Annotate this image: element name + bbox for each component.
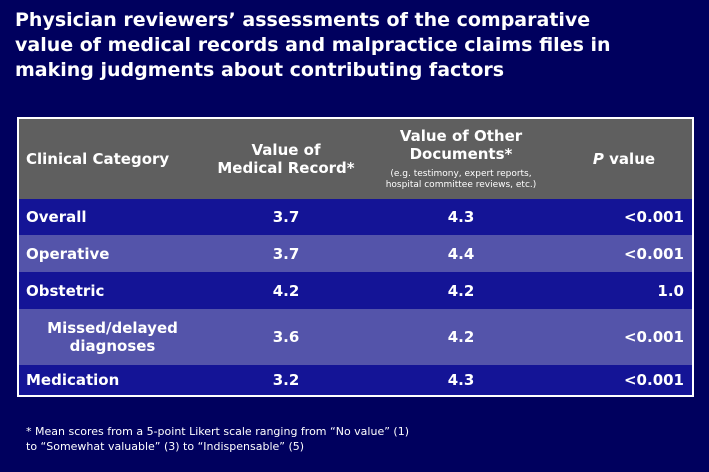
header-text: Clinical Category [26, 150, 170, 168]
value-cell: 3.2 [206, 365, 366, 396]
table-row: Medication 3.2 4.3 <0.001 [18, 365, 693, 396]
category-text: Missed/delayed [47, 319, 178, 337]
title: Physician reviewers’ assessments of the … [15, 8, 611, 83]
table: Clinical Category Value of Medical Record… [17, 117, 694, 397]
category-cell: Medication [18, 365, 206, 396]
value-cell: 3.7 [206, 199, 366, 235]
title-line: making judgments about contributing fact… [15, 59, 505, 81]
value-text: 3.6 [272, 328, 300, 346]
value-cell: <0.001 [556, 199, 693, 235]
category-text: Medication [26, 371, 120, 389]
category-cell: Missed/delayed diagnoses [18, 309, 206, 365]
value-text: 4.3 [447, 208, 475, 226]
value-text: <0.001 [623, 244, 684, 263]
category-text: Obstetric [26, 281, 105, 300]
footnote: * Mean scores from a 5-point Likert scal… [26, 424, 409, 454]
value-cell: 4.3 [366, 365, 556, 396]
value-text: 4.2 [447, 328, 475, 346]
header-text: P [592, 150, 604, 168]
category-text: Overall [26, 208, 87, 226]
header-text: Documents* [409, 145, 513, 163]
table-row: Overall 3.7 4.3 <0.001 [18, 199, 693, 235]
header-cell: Clinical Category [18, 118, 206, 199]
header-cell: P value [556, 118, 693, 199]
value-cell: 1.0 [556, 272, 693, 309]
header-text: Medical Record* [217, 159, 355, 177]
table-row: Operative 3.7 4.4 <0.001 [18, 235, 693, 272]
value-cell: 4.3 [366, 199, 556, 235]
note-line: hospital committee reviews, etc.) [385, 180, 537, 190]
value-text: 3.7 [272, 208, 300, 226]
value-cell: 3.6 [206, 309, 366, 365]
title-line: Physician reviewers’ assessments of the … [15, 9, 591, 31]
value-cell: 4.2 [366, 272, 556, 309]
value-text: 4.2 [447, 281, 475, 300]
value-text: <0.001 [623, 328, 684, 346]
title-line: value of medical records and malpractice… [15, 34, 611, 56]
category-cell: Obstetric [18, 272, 206, 309]
value-text: <0.001 [623, 371, 684, 389]
header-cell: Value of Medical Record* [206, 118, 366, 199]
value-text: 4.2 [272, 281, 300, 300]
value-cell: 4.4 [366, 235, 556, 272]
value-text: 3.7 [272, 244, 300, 263]
value-text: <0.001 [623, 208, 684, 226]
value-cell: 4.2 [366, 309, 556, 365]
value-text: 4.4 [447, 244, 475, 263]
header-text: Value of Other [399, 127, 523, 145]
category-text: Operative [26, 244, 110, 263]
table-row: Missed/delayed diagnoses 3.6 4.2 <0.001 [18, 309, 693, 365]
note-line: (e.g. testimony, expert reports, [390, 169, 532, 179]
header-text: value [609, 150, 656, 168]
value-cell: <0.001 [556, 235, 693, 272]
value-cell: 4.2 [206, 272, 366, 309]
header-row: Clinical Category Value of Medical Record… [18, 118, 693, 199]
category-text: diagnoses [69, 337, 156, 355]
value-text: 3.2 [272, 371, 300, 389]
value-cell: 3.7 [206, 235, 366, 272]
category-cell: Operative [18, 235, 206, 272]
value-cell: <0.001 [556, 309, 693, 365]
header-text: Value of [251, 141, 321, 159]
value-text: 4.3 [447, 371, 475, 389]
footnote-line: to “Somewhat valuable” (3) to “Indispens… [26, 440, 305, 453]
category-cell: Overall [18, 199, 206, 235]
header-cell: Value of Other Documents* (e.g. testimony… [366, 118, 556, 199]
footnote-line: * Mean scores from a 5-point Likert scal… [26, 425, 409, 438]
value-cell: <0.001 [556, 365, 693, 396]
header-note: (e.g. testimony, expert reports, hospital… [366, 169, 556, 191]
value-text: 1.0 [657, 281, 684, 300]
table-row: Obstetric 4.2 4.2 1.0 [18, 272, 693, 309]
